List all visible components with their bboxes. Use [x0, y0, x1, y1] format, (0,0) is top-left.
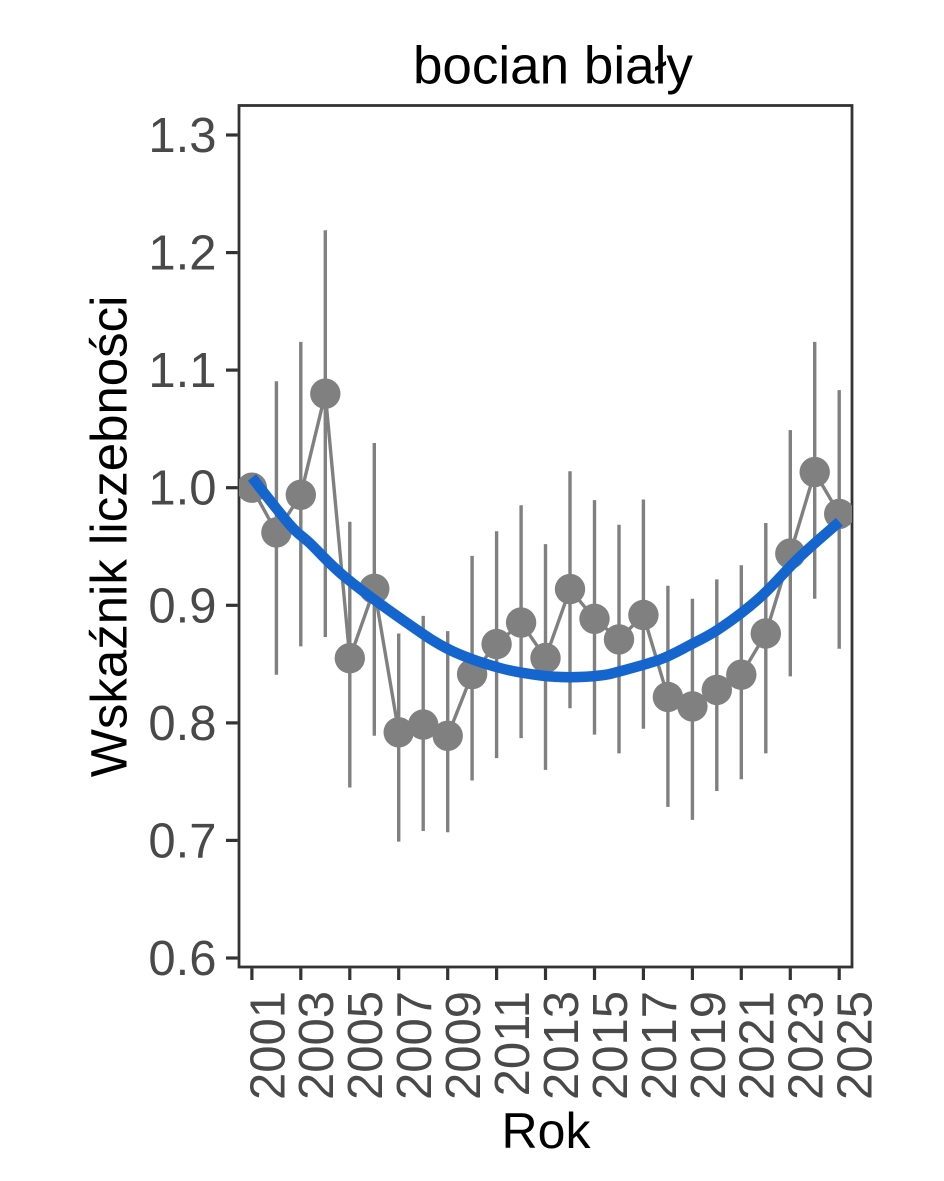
svg-text:2011: 2011: [486, 991, 540, 1096]
svg-text:2023: 2023: [780, 991, 834, 1100]
svg-text:2013: 2013: [535, 991, 589, 1100]
svg-text:2007: 2007: [388, 991, 442, 1100]
svg-text:Wskaźnik liczebności: Wskaźnik liczebności: [80, 295, 137, 777]
svg-text:bocian biały: bocian biały: [413, 37, 693, 96]
svg-text:2015: 2015: [584, 991, 638, 1100]
svg-text:0.8: 0.8: [148, 697, 216, 751]
svg-text:1.2: 1.2: [148, 227, 216, 281]
svg-text:Rok: Rok: [502, 1103, 592, 1159]
svg-text:1.0: 1.0: [148, 462, 216, 516]
svg-text:0.7: 0.7: [148, 814, 216, 868]
svg-text:2003: 2003: [290, 991, 344, 1100]
svg-text:2001: 2001: [241, 991, 295, 1100]
svg-text:2009: 2009: [437, 991, 491, 1100]
svg-text:1.3: 1.3: [148, 109, 216, 163]
svg-text:2005: 2005: [339, 991, 393, 1100]
svg-text:0.9: 0.9: [148, 579, 216, 633]
svg-text:2017: 2017: [633, 991, 687, 1100]
svg-text:2021: 2021: [731, 991, 785, 1100]
svg-text:2019: 2019: [682, 991, 736, 1100]
svg-text:1.1: 1.1: [148, 344, 216, 398]
svg-text:0.6: 0.6: [148, 932, 216, 986]
svg-text:2025: 2025: [829, 991, 883, 1100]
